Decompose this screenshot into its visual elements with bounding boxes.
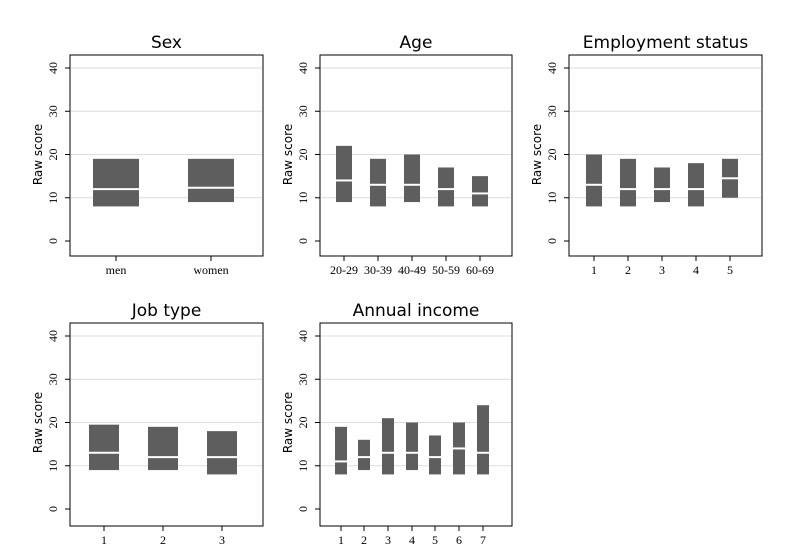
y-axis-label: Raw score [31,392,45,453]
box-4 [406,422,418,471]
x-tick-label: 1 [101,533,107,547]
y-tick-label: 40 [296,330,310,342]
y-tick-label: 30 [545,105,559,117]
x-tick-label: 2 [160,533,166,547]
y-tick-label: 40 [46,62,60,74]
y-axis-label: Raw score [31,124,45,185]
y-tick-label: 20 [46,417,60,429]
y-tick-label: 10 [46,460,60,472]
x-tick-label: 4 [693,263,699,277]
plot-frame [568,54,763,257]
y-tick-label: 30 [296,373,310,385]
x-tick-label: 2 [625,263,631,277]
x-tick-label: men [106,263,127,277]
panel-5: Annual income 0 10 20 30 40 Raw score 1 2 3 4 5 6 7 [281,301,513,547]
y-tick-label: 20 [545,149,559,161]
x-tick-label: 5 [727,263,733,277]
y-tick-label: 20 [296,417,310,429]
x-tick-label: 4 [409,533,415,547]
box-1 [586,154,602,207]
y-tick-label: 40 [46,330,60,342]
box-5 [429,435,441,475]
x-tick-label: women [193,263,228,277]
box-3 [207,431,237,475]
box-4 [688,163,704,207]
plot-frame [69,322,264,527]
y-tick-label: 0 [545,238,559,244]
plot-frame [69,54,264,257]
y-axis-label: Raw score [281,392,295,453]
x-tick-label: 3 [385,533,391,547]
y-tick-label: 0 [46,238,60,244]
x-tick-label: 1 [591,263,597,277]
y-tick-label: 10 [545,192,559,204]
box-2 [358,439,370,471]
x-tick-label: 3 [659,263,665,277]
panel-1: Sex 0 10 20 30 40 Raw score men women [31,33,264,277]
plot-frame [319,322,513,527]
x-tick-label: 60-69 [466,263,494,277]
x-tick-label: 50-59 [432,263,460,277]
x-tick-label: 6 [456,533,462,547]
box-60-69 [472,176,488,207]
y-tick-label: 0 [296,238,310,244]
y-tick-label: 10 [296,460,310,472]
y-tick-label: 20 [296,149,310,161]
box-2 [620,158,636,207]
box-50-59 [438,167,454,207]
y-axis-label: Raw score [281,124,295,185]
y-tick-label: 0 [46,506,60,512]
box-women [188,158,234,203]
y-axis-label: Raw score [530,124,544,185]
box-2 [148,426,178,471]
box-3 [382,418,394,475]
panel-2: Age 0 10 20 30 40 Raw score 20-29 30-39 40-49 50-5… [281,33,513,277]
x-tick-label: 2 [361,533,367,547]
panel-title: Sex [151,33,182,53]
x-tick-label: 40-49 [398,263,426,277]
x-tick-label: 3 [219,533,225,547]
y-tick-label: 40 [296,62,310,74]
panel-title: Age [400,33,433,53]
box-20-29 [336,145,352,203]
y-tick-label: 30 [296,105,310,117]
plot-frame [319,54,513,257]
panel-title: Annual income [353,301,480,321]
y-tick-label: 10 [46,192,60,204]
panel-4: Job type 0 10 20 30 40 Raw score 1 2 3 [31,301,264,547]
x-tick-label: 5 [432,533,438,547]
x-tick-label: 30-39 [364,263,392,277]
y-tick-label: 10 [296,192,310,204]
box-men [93,158,139,207]
box-1 [335,426,347,475]
box-1 [89,424,119,471]
box-7 [477,405,489,475]
panel-title: Job type [131,301,202,321]
panel-3: Employment status 0 10 20 30 40 Raw score 1 2 3 4 5 [530,33,763,277]
y-tick-label: 0 [296,506,310,512]
y-tick-label: 20 [46,149,60,161]
panel-title: Employment status [583,33,749,53]
box-40-49 [404,154,420,203]
box-3 [654,167,670,203]
y-tick-label: 30 [46,373,60,385]
y-tick-label: 30 [46,105,60,117]
y-tick-label: 40 [545,62,559,74]
box-30-39 [370,158,386,207]
x-tick-label: 20-29 [330,263,358,277]
x-tick-label: 7 [480,533,486,547]
x-tick-label: 1 [338,533,344,547]
